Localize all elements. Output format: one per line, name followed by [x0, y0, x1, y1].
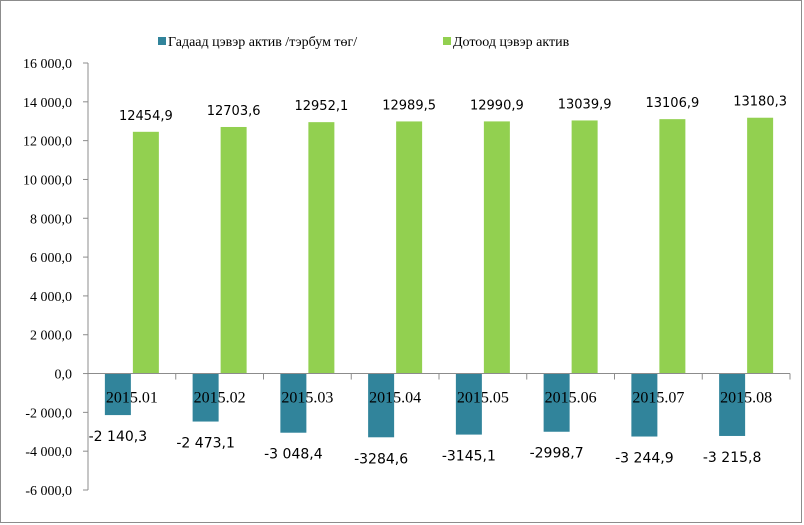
bar-external-2015.01: [104, 373, 131, 416]
y-tick-label: 0,0: [55, 368, 73, 383]
y-tick-label: 12 000,0: [23, 135, 72, 150]
bar-external-2015.04: [368, 373, 395, 438]
x-tick-label: 2015.03: [281, 390, 333, 407]
bar-domestic-2015.05: [483, 121, 510, 374]
data-label-external: -3 244,9: [615, 451, 674, 467]
data-label-external: -3 215,8: [703, 450, 762, 466]
data-label-external: -3145,1: [442, 449, 496, 465]
data-label-external: -2 140,3: [89, 429, 148, 445]
data-label-domestic: 13039,9: [558, 97, 612, 112]
data-label-domestic: 12990,9: [470, 98, 524, 113]
x-tick-label: 2015.06: [545, 390, 597, 407]
x-tick-label: 2015.01: [106, 390, 158, 407]
data-label-external: -2998,7: [530, 446, 584, 462]
data-label-domestic: 12703,6: [207, 104, 261, 119]
data-label-domestic: 12454,9: [119, 109, 173, 124]
y-tick-label: -4 000,0: [25, 445, 72, 460]
legend-swatch-domestic: [443, 37, 451, 45]
bar-domestic-2015.08: [747, 117, 774, 374]
y-tick-label: -2 000,0: [25, 406, 72, 421]
bar-external-2015.06: [543, 373, 570, 432]
data-label-domestic: 13180,3: [733, 95, 787, 110]
data-label-external: -2 473,1: [176, 436, 235, 452]
bar-domestic-2015.01: [132, 131, 159, 374]
bar-domestic-2015.03: [308, 122, 335, 374]
bar-domestic-2015.07: [659, 119, 686, 374]
y-tick-label: 16 000,0: [23, 57, 72, 72]
bar-external-2015.02: [192, 373, 219, 422]
bar-domestic-2015.04: [396, 121, 423, 374]
bar-domestic-2015.06: [571, 120, 598, 374]
data-label-external: -3284,6: [354, 451, 408, 467]
bar-external-2015.03: [280, 373, 307, 433]
y-tick-label: 8 000,0: [30, 212, 72, 227]
legend-label-external: Гадаад цэвэр актив /тэрбум төг/: [168, 35, 357, 50]
data-label-domestic: 12989,5: [382, 98, 436, 113]
y-tick-label: 4 000,0: [30, 290, 72, 305]
data-label-domestic: 12952,1: [294, 99, 348, 114]
y-tick-label: 6 000,0: [30, 251, 72, 266]
bar-external-2015.05: [455, 373, 482, 435]
x-tick-label: 2015.08: [720, 390, 772, 407]
y-tick-label: 10 000,0: [23, 173, 72, 188]
y-tick-label: -6 000,0: [25, 484, 72, 499]
bar-domestic-2015.02: [220, 126, 247, 374]
x-tick-label: 2015.02: [194, 390, 246, 407]
x-tick-label: 2015.07: [632, 390, 684, 407]
data-label-domestic: 13106,9: [645, 96, 699, 111]
data-label-external: -3 048,4: [264, 447, 323, 463]
x-tick-label: 2015.05: [457, 390, 509, 407]
y-tick-label: 2 000,0: [30, 329, 72, 344]
y-tick-label: 14 000,0: [23, 96, 72, 111]
x-tick-label: 2015.04: [369, 390, 421, 407]
legend-swatch-external: [158, 37, 166, 45]
bar-external-2015.08: [719, 373, 746, 436]
legend-label-domestic: Дотоод цэвэр актив: [453, 35, 570, 50]
bar-external-2015.07: [631, 373, 658, 437]
